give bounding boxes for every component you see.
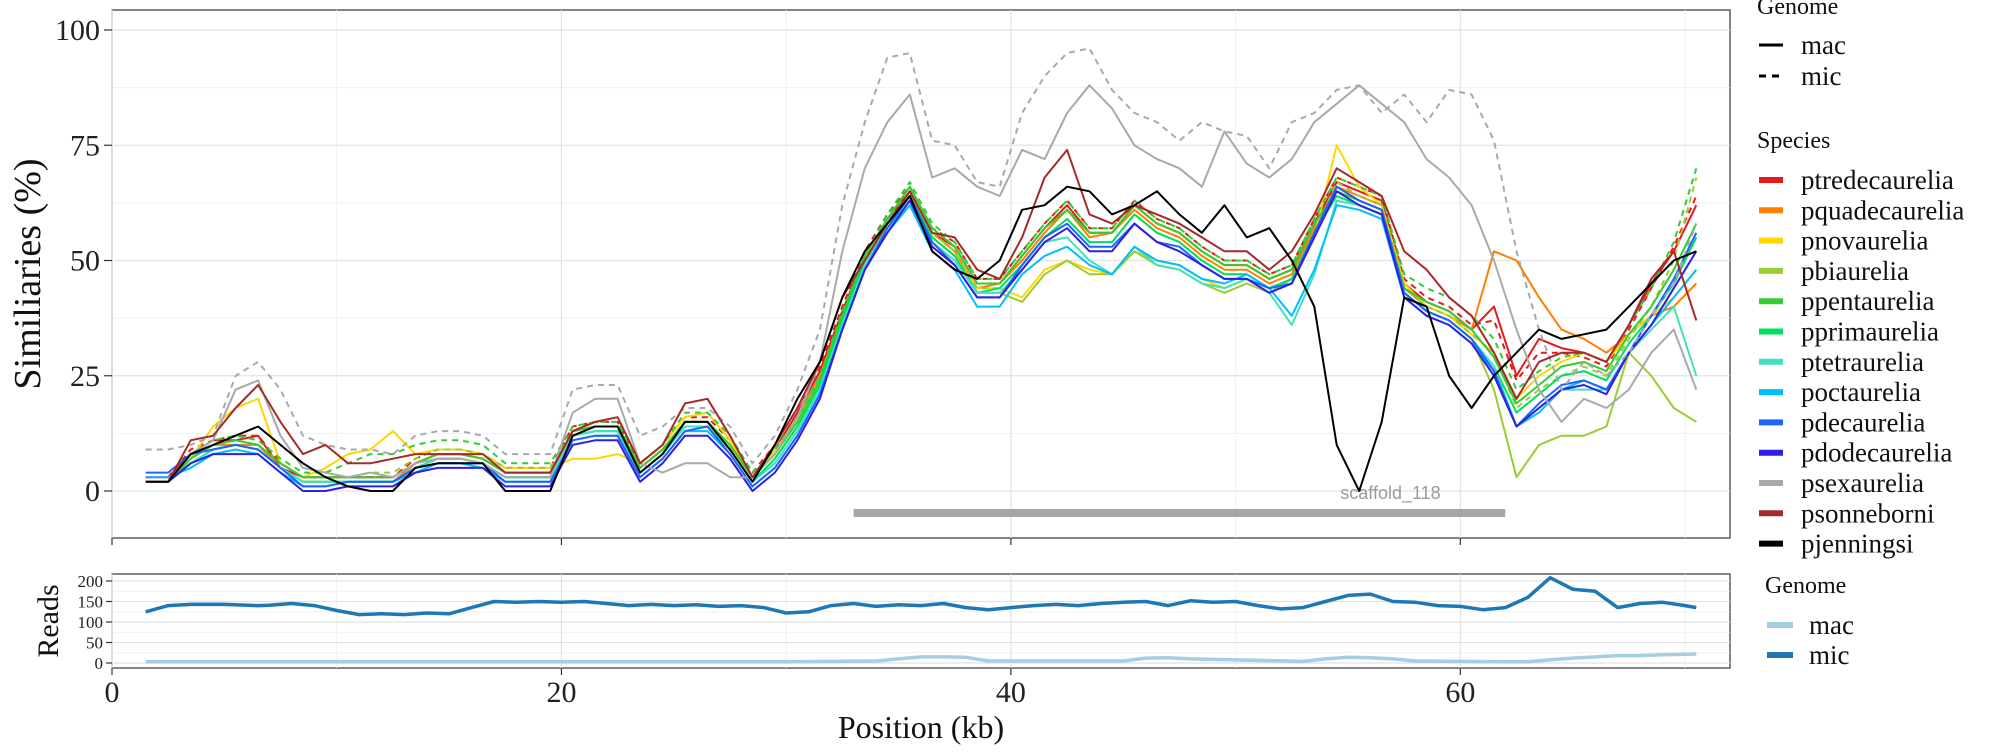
series-line-pdecaurelia-mac bbox=[145, 185, 1698, 488]
y-tick-label: 50 bbox=[70, 245, 100, 278]
reads-line-mac bbox=[145, 652, 1697, 664]
series-line-psonneborni-mac bbox=[145, 148, 1698, 483]
legend-label-ppentaurelia: ppentaurelia bbox=[1801, 286, 1934, 316]
scaffold-label: scaffold_118 bbox=[1340, 483, 1440, 504]
legend-label-pnovaurelia: pnovaurelia bbox=[1801, 226, 1928, 256]
y-tick-label: 50 bbox=[86, 634, 103, 653]
legend-title-species: Species bbox=[1757, 128, 1830, 154]
legend-label-pbiaurelia: pbiaurelia bbox=[1801, 256, 1909, 286]
legend-label-ptredecaurelia: ptredecaurelia bbox=[1801, 165, 1954, 195]
y-tick-label: 150 bbox=[78, 593, 104, 612]
x-tick-label: 20 bbox=[546, 676, 576, 709]
legend-label-poctaurelia: poctaurelia bbox=[1801, 377, 1921, 407]
legend-area: GenomemacmicSpeciesptredecaureliapquadec… bbox=[1757, 0, 1964, 670]
legend-label-pdodecaurelia: pdodecaurelia bbox=[1801, 438, 1952, 468]
reads-frame bbox=[111, 573, 1731, 669]
scaffold-bar bbox=[853, 509, 1506, 517]
series-line-ppentaurelia-mic bbox=[145, 168, 1698, 483]
y-tick-label: 0 bbox=[85, 475, 100, 508]
series-line-psexaurelia-mic bbox=[145, 47, 1698, 465]
series-line-psexaurelia-mac bbox=[145, 84, 1698, 483]
reads-y-axis-title: Reads bbox=[32, 584, 65, 657]
y-axis-title: Similiaries (%) bbox=[7, 158, 49, 389]
legend-label-psonneborni: psonneborni bbox=[1801, 498, 1934, 528]
x-tick-label: 60 bbox=[1445, 676, 1475, 709]
x-axis-title: Position (kb) bbox=[838, 709, 1004, 745]
series-line-pbiaurelia-mic bbox=[145, 177, 1698, 483]
y-tick-label: 200 bbox=[78, 572, 104, 591]
y-tick-label: 75 bbox=[70, 129, 100, 162]
legend-label-pjenningsi: pjenningsi bbox=[1801, 529, 1914, 559]
legend-title-reads-genome: Genome bbox=[1765, 573, 1846, 599]
y-tick-label: 100 bbox=[78, 613, 104, 632]
y-tick-label: 0 bbox=[95, 654, 104, 673]
similarity-panel: 0 25 50 75 100 Similiaries (%) scaffold_118 bbox=[7, 9, 1731, 545]
x-tick-label: 0 bbox=[105, 676, 120, 709]
x-tick-label: 40 bbox=[996, 676, 1026, 709]
legend-label-reads-mac: mac bbox=[1809, 610, 1854, 640]
y-tick-label: 100 bbox=[55, 14, 100, 47]
legend-label-mac: mac bbox=[1801, 30, 1846, 60]
legend-label-ptetraurelia: ptetraurelia bbox=[1801, 347, 1924, 377]
legend-label-reads-mic: mic bbox=[1809, 640, 1850, 670]
y-tick-label: 25 bbox=[70, 360, 100, 393]
reads-line-mic bbox=[145, 575, 1697, 617]
legend-label-pprimaurelia: pprimaurelia bbox=[1801, 317, 1939, 347]
legend-title-genome: Genome bbox=[1757, 0, 1838, 20]
legend-label-pdecaurelia: pdecaurelia bbox=[1801, 407, 1925, 437]
legend-label-psexaurelia: psexaurelia bbox=[1801, 468, 1924, 498]
series-line-pjenningsi-mac bbox=[145, 185, 1697, 492]
legend-label-mic: mic bbox=[1801, 61, 1842, 91]
legend-label-pquadecaurelia: pquadecaurelia bbox=[1801, 195, 1964, 225]
